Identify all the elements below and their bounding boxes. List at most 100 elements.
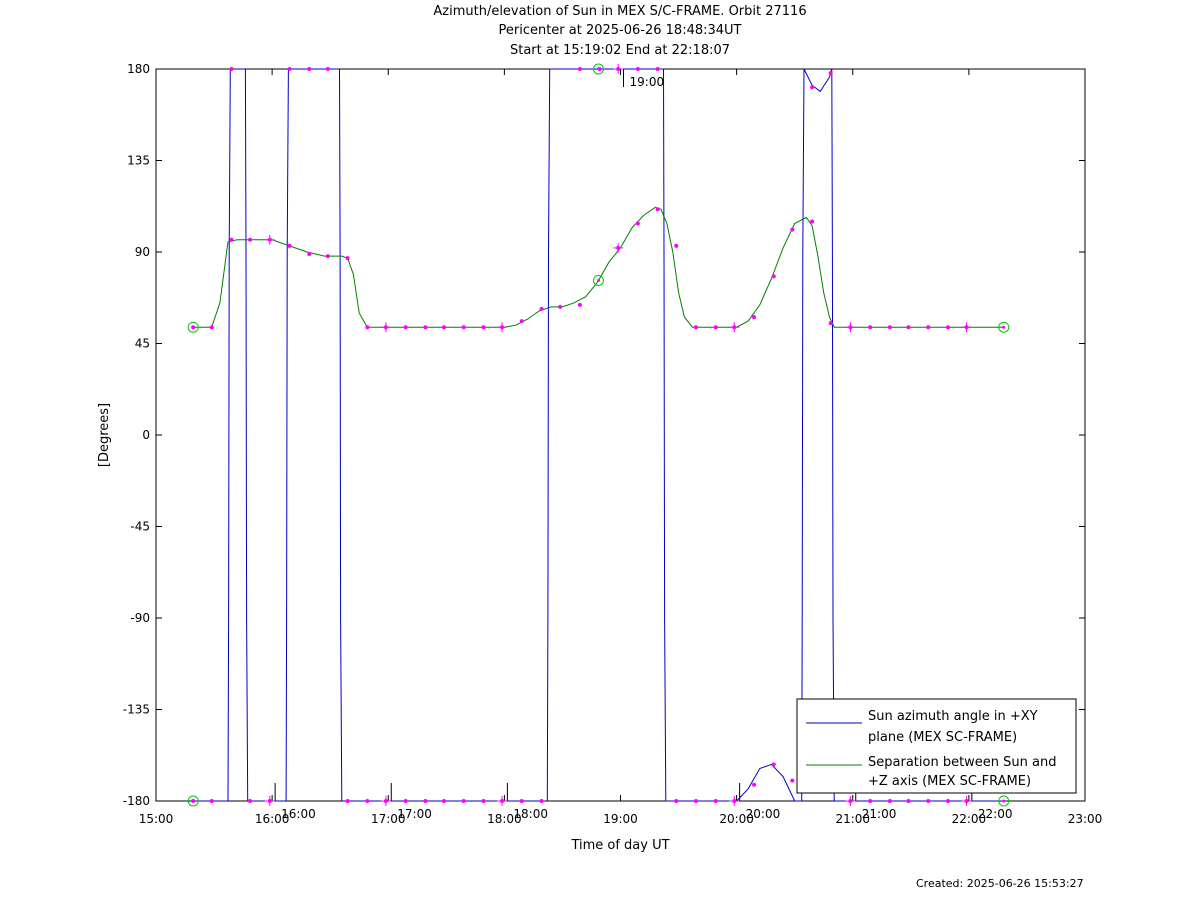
endpoint-circle-marker — [592, 274, 604, 286]
data-point-marker — [441, 325, 446, 330]
y-tick-label: -180 — [123, 794, 150, 808]
data-point-marker — [906, 799, 911, 803]
endpoint-center-dot — [191, 325, 195, 329]
x-axis-label: Time of day UT — [570, 838, 669, 853]
data-point-marker — [403, 325, 408, 330]
data-point-marker — [577, 302, 582, 307]
y-tick-label: -45 — [130, 520, 150, 534]
data-point-marker — [635, 67, 640, 71]
endpoint-circle-marker — [998, 795, 1010, 807]
x-tick-label: 23:00 — [1068, 812, 1103, 826]
data-point-marker — [209, 799, 214, 803]
endpoint-circle-marker — [187, 795, 199, 807]
y-tick-label: 180 — [127, 62, 150, 76]
x-tick-label: 15:00 — [139, 812, 174, 826]
data-point-marker — [229, 237, 234, 242]
hour-marker-label: 17:00 — [397, 807, 432, 821]
legend: Sun azimuth angle in +XY plane (MEX SC-F… — [796, 698, 1077, 794]
legend-label-separation-line1: Separation between Sun and — [868, 755, 1056, 770]
endpoint-center-dot — [191, 799, 195, 803]
hour-marker-label: 21:00 — [862, 807, 897, 821]
y-tick-label: 90 — [135, 245, 150, 259]
data-point-marker — [674, 799, 679, 803]
data-point-marker — [771, 762, 776, 767]
data-point-marker — [365, 325, 370, 330]
x-tick-label: 18:00 — [487, 812, 522, 826]
chart-subtitle-start-end: Start at 15:19:02 End at 22:18:07 — [509, 43, 731, 58]
created-timestamp: Created: 2025-06-26 15:53:27 — [916, 877, 1084, 890]
data-point-marker — [345, 799, 350, 803]
data-point-marker — [287, 67, 292, 71]
chart-subtitle-pericenter: Pericenter at 2025-06-26 18:48:34UT — [498, 23, 742, 38]
data-point-marker — [906, 325, 911, 330]
data-point-marker — [519, 799, 524, 803]
data-point-marker — [655, 67, 660, 71]
x-tick-label: 16:00 — [255, 812, 290, 826]
data-point-marker — [287, 243, 292, 248]
data-point-marker — [945, 799, 950, 803]
data-point-marker — [828, 71, 833, 76]
data-point-marker — [307, 252, 312, 257]
endpoint-center-dot — [596, 67, 600, 71]
data-point-marker — [325, 67, 330, 71]
data-point-marker — [674, 243, 679, 248]
data-point-marker — [248, 237, 253, 242]
data-point-marker — [790, 227, 795, 232]
x-tick-label: 21:00 — [835, 812, 870, 826]
data-point-marker — [926, 799, 931, 803]
data-point-marker — [519, 319, 524, 324]
endpoint-center-dot — [1002, 799, 1006, 803]
data-point-marker — [441, 799, 446, 803]
data-point-marker — [307, 67, 312, 71]
chart-title: Azimuth/elevation of Sun in MEX S/C-FRAM… — [433, 4, 807, 19]
endpoint-circle-marker — [187, 321, 199, 333]
endpoint-circle-marker — [592, 63, 604, 75]
hour-marker-label: 16:00 — [281, 807, 316, 821]
data-point-marker — [790, 778, 795, 783]
hour-marker-label: 18:00 — [513, 807, 548, 821]
series-line-separation — [193, 206, 1004, 328]
data-point-marker — [810, 219, 815, 224]
data-point-marker — [635, 221, 640, 226]
data-point-marker — [403, 799, 408, 803]
data-point-marker — [461, 799, 466, 803]
y-axis-label: [Degrees] — [97, 403, 112, 467]
data-point-marker — [209, 325, 214, 330]
data-point-marker — [693, 799, 698, 803]
data-point-marker — [868, 799, 873, 803]
y-tick-label: 0 — [142, 428, 150, 442]
data-point-marker — [828, 321, 833, 326]
data-point-marker — [868, 325, 873, 330]
data-point-marker — [810, 85, 815, 90]
y-tick-label: -135 — [123, 703, 150, 717]
data-point-marker — [655, 207, 660, 212]
data-point-marker — [481, 799, 486, 803]
x-tick-label: 17:00 — [371, 812, 406, 826]
y-tick-label: 135 — [127, 154, 150, 168]
data-point-marker — [945, 325, 950, 330]
data-point-marker — [423, 799, 428, 803]
axis-ticks: 15:00 16:00 17:00 18:00 19:00 20:00 21:00 22:00… — [123, 62, 1103, 826]
data-point-marker — [345, 256, 350, 261]
endpoint-center-dot — [596, 278, 600, 282]
hour-marker-label: 22:00 — [978, 807, 1013, 821]
legend-label-separation-line2: +Z axis (MEX SC-FRAME) — [868, 774, 1031, 789]
hour-marker-label: 19:00 — [630, 75, 665, 89]
data-point-marker — [752, 315, 757, 320]
legend-label-azimuth-line1: Sun azimuth angle in +XY — [868, 709, 1038, 724]
data-point-marker — [752, 782, 757, 787]
x-tick-label: 22:00 — [952, 812, 987, 826]
data-point-marker — [887, 799, 892, 803]
data-point-marker — [539, 306, 544, 311]
data-point-marker — [365, 799, 370, 803]
y-tick-label: -90 — [130, 611, 150, 625]
endpoint-center-dot — [1002, 325, 1006, 329]
data-point-marker — [926, 325, 931, 330]
data-point-marker — [558, 304, 563, 309]
data-point-marker — [229, 67, 234, 71]
endpoint-circle-marker — [998, 321, 1010, 333]
data-point-marker — [423, 325, 428, 330]
data-point-marker — [771, 274, 776, 279]
data-point-marker — [693, 325, 698, 330]
